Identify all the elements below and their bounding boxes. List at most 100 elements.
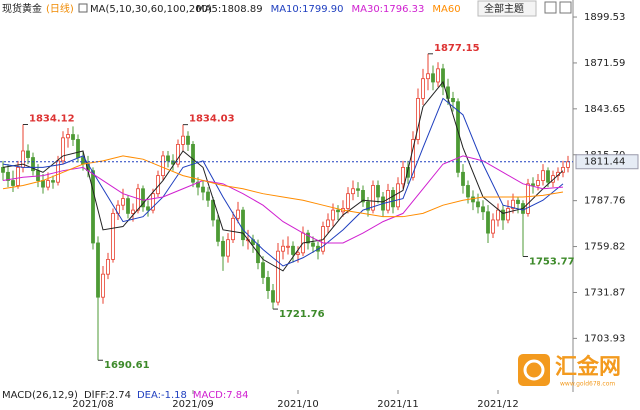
candle-body	[66, 134, 70, 139]
y-tick-label: 1787.76	[584, 196, 625, 207]
candle-body	[496, 209, 500, 221]
candle-body	[151, 193, 155, 211]
candle-body	[146, 206, 150, 211]
y-tick-label: 1703.93	[584, 333, 625, 344]
ma-line	[2, 97, 564, 267]
legend-entry: MA30:1796.33	[351, 4, 424, 15]
candle-body	[286, 245, 290, 248]
candle-body	[206, 191, 210, 201]
last-price-label: 1811.44	[584, 157, 625, 168]
candle-body	[111, 212, 115, 260]
candle-body	[291, 245, 295, 255]
candle-body	[176, 144, 180, 165]
candle-body	[126, 198, 130, 214]
candle-body	[296, 252, 300, 255]
candle-body	[306, 232, 310, 244]
candle-body	[491, 219, 495, 234]
candle-body	[396, 183, 400, 208]
candle-body	[501, 209, 505, 221]
indicator-label: MA(5,10,30,60,100,200)	[90, 4, 212, 15]
candle-body	[131, 209, 135, 214]
candle-body	[276, 250, 280, 303]
candle-body	[46, 180, 50, 188]
candle-body	[416, 98, 420, 140]
candle-body	[371, 185, 375, 211]
candle-body	[411, 139, 415, 178]
candle-body	[1, 167, 5, 173]
candle-body	[231, 217, 235, 241]
candle-body	[6, 171, 10, 181]
candle-body	[106, 258, 110, 275]
candle-body	[376, 185, 380, 198]
tool-icon[interactable]	[559, 1, 572, 14]
candle-body	[541, 170, 545, 181]
candle-body	[506, 208, 510, 221]
candle-body	[221, 240, 225, 257]
candle-body	[101, 273, 105, 298]
candle-body	[481, 206, 485, 213]
candle-body	[91, 170, 95, 244]
annotation: 1834.12	[29, 113, 75, 124]
y-tick-label: 1871.59	[584, 58, 625, 69]
candle-body	[486, 211, 490, 234]
checkbox[interactable]	[78, 3, 88, 13]
candle-body	[236, 209, 240, 219]
macd-label: DIFF:2.74	[84, 390, 131, 401]
candle-body	[161, 155, 165, 177]
candle-body	[391, 190, 395, 208]
ma-line	[2, 80, 564, 272]
annotation: 1721.76	[279, 309, 325, 320]
candle-body	[366, 201, 370, 211]
annotation: 1753.77	[529, 256, 575, 267]
candle-body	[331, 209, 335, 221]
candle-body	[311, 242, 315, 247]
candle-body	[216, 219, 220, 242]
x-tick-label: 2021/11	[377, 399, 419, 410]
candle-body	[436, 68, 440, 83]
candle-body	[171, 160, 175, 165]
annotation: 1834.03	[189, 114, 235, 125]
x-tick-label: 2021/08	[72, 399, 114, 410]
candle-body	[76, 139, 80, 158]
candle-body	[51, 180, 55, 183]
candle-body	[16, 167, 20, 186]
candle-body	[201, 186, 205, 193]
candle-body	[61, 137, 65, 162]
period-selector[interactable]: (日线)	[46, 2, 74, 15]
candle-body	[566, 161, 570, 168]
candle-body	[421, 78, 425, 99]
candle-body	[226, 239, 230, 257]
candle-body	[536, 180, 540, 186]
candle-body	[71, 134, 75, 140]
candle-body	[31, 157, 35, 172]
candle-body	[326, 219, 330, 227]
candle-body	[96, 242, 100, 298]
candle-body	[261, 262, 265, 278]
candle-body	[561, 167, 565, 173]
candle-body	[41, 180, 45, 188]
annotation: 1690.61	[104, 360, 150, 371]
y-tick-label: 1899.53	[584, 12, 625, 23]
candle-body	[516, 199, 520, 204]
watermark-url: www.gold678.com	[560, 381, 615, 388]
x-tick-label: 2021/10	[277, 399, 319, 410]
candle-body	[476, 201, 480, 208]
legend-entry: MA60	[432, 4, 460, 15]
candle-body	[346, 193, 350, 209]
theme-button[interactable]	[477, 0, 537, 17]
watermark: 汇金网	[555, 354, 621, 380]
theme-button-label[interactable]: 全部主题	[484, 2, 524, 15]
candle-body	[461, 171, 465, 186]
annotation: 1877.15	[434, 43, 480, 54]
candle-body	[356, 188, 360, 191]
candle-body	[11, 180, 15, 186]
candle-body	[186, 135, 190, 145]
x-tick-label: 2021/12	[477, 399, 519, 410]
candle-body	[266, 277, 270, 292]
y-tick-label: 1759.82	[584, 242, 625, 253]
tool-icon[interactable]	[544, 1, 557, 14]
candle-body	[526, 183, 530, 214]
candle-body	[441, 68, 445, 88]
chart-title: 现货黄金	[2, 2, 42, 15]
